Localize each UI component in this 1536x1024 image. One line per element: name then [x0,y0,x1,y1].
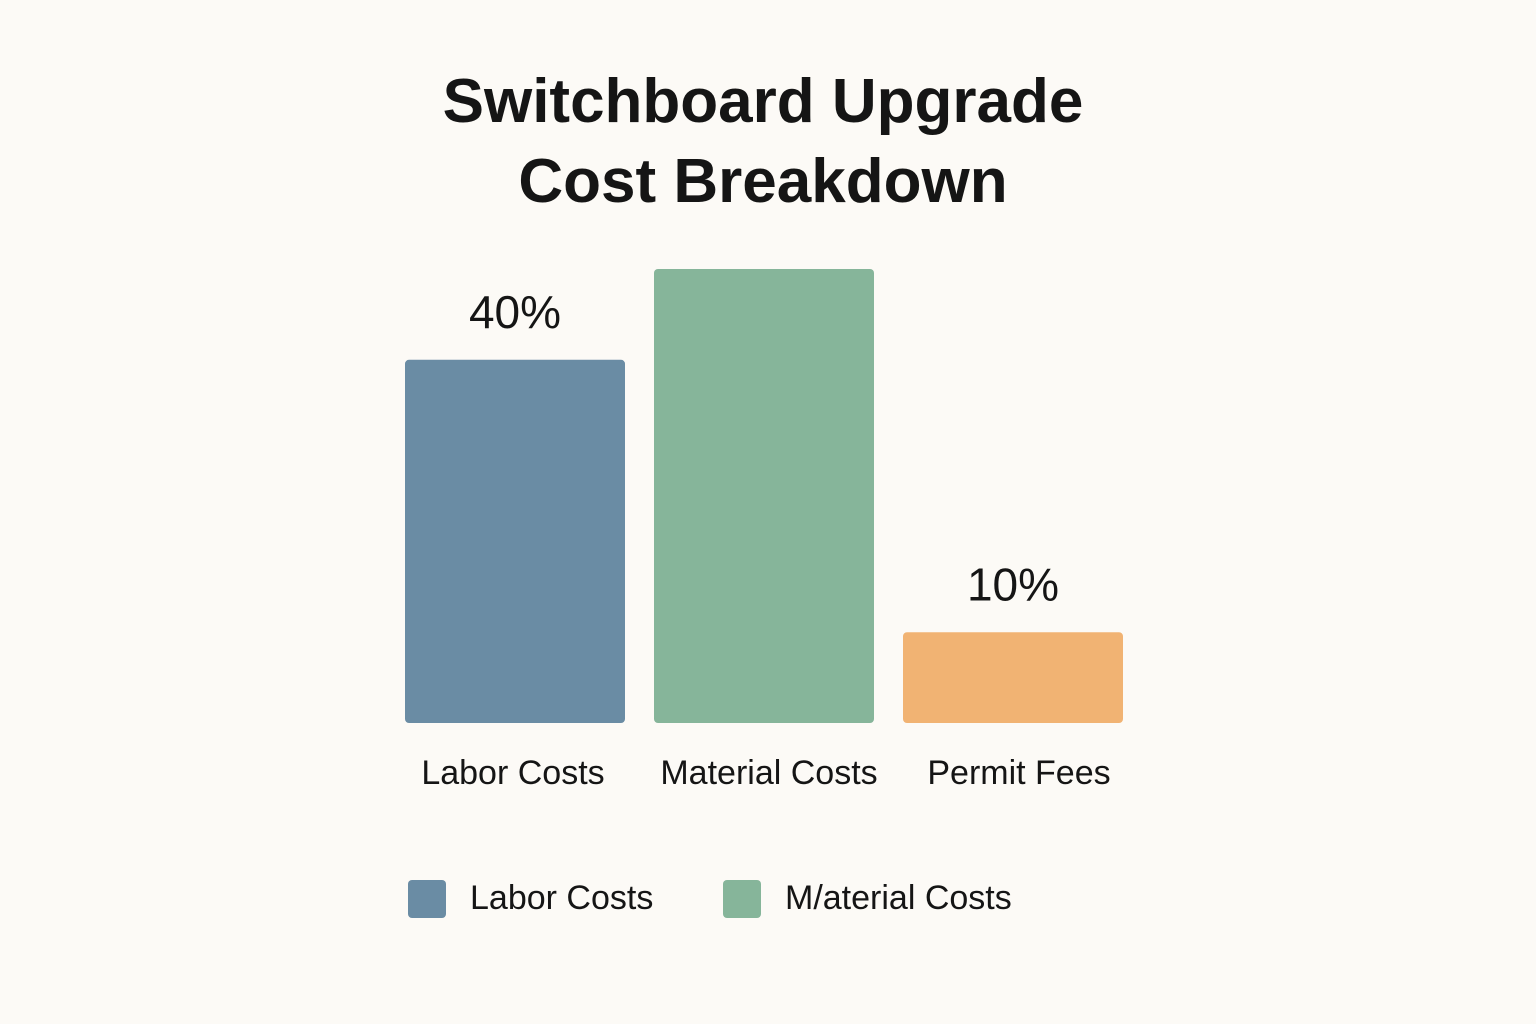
bar [654,269,874,723]
legend-label: M/aterial Costs [785,879,1012,917]
value-label: 40% [469,286,561,338]
x-tick-label: Labor Costs [421,754,604,792]
chart-title: Switchboard Upgrade Cost Breakdown [442,67,1084,216]
legend-swatch [408,880,446,918]
x-tick-label: Permit Fees [927,754,1110,792]
bar [903,632,1123,723]
legend-swatch [723,880,761,918]
legend-label: Labor Costs [470,879,653,917]
bar [405,359,625,723]
value-label: 10% [967,558,1059,610]
x-tick-label: Material Costs [660,754,877,792]
